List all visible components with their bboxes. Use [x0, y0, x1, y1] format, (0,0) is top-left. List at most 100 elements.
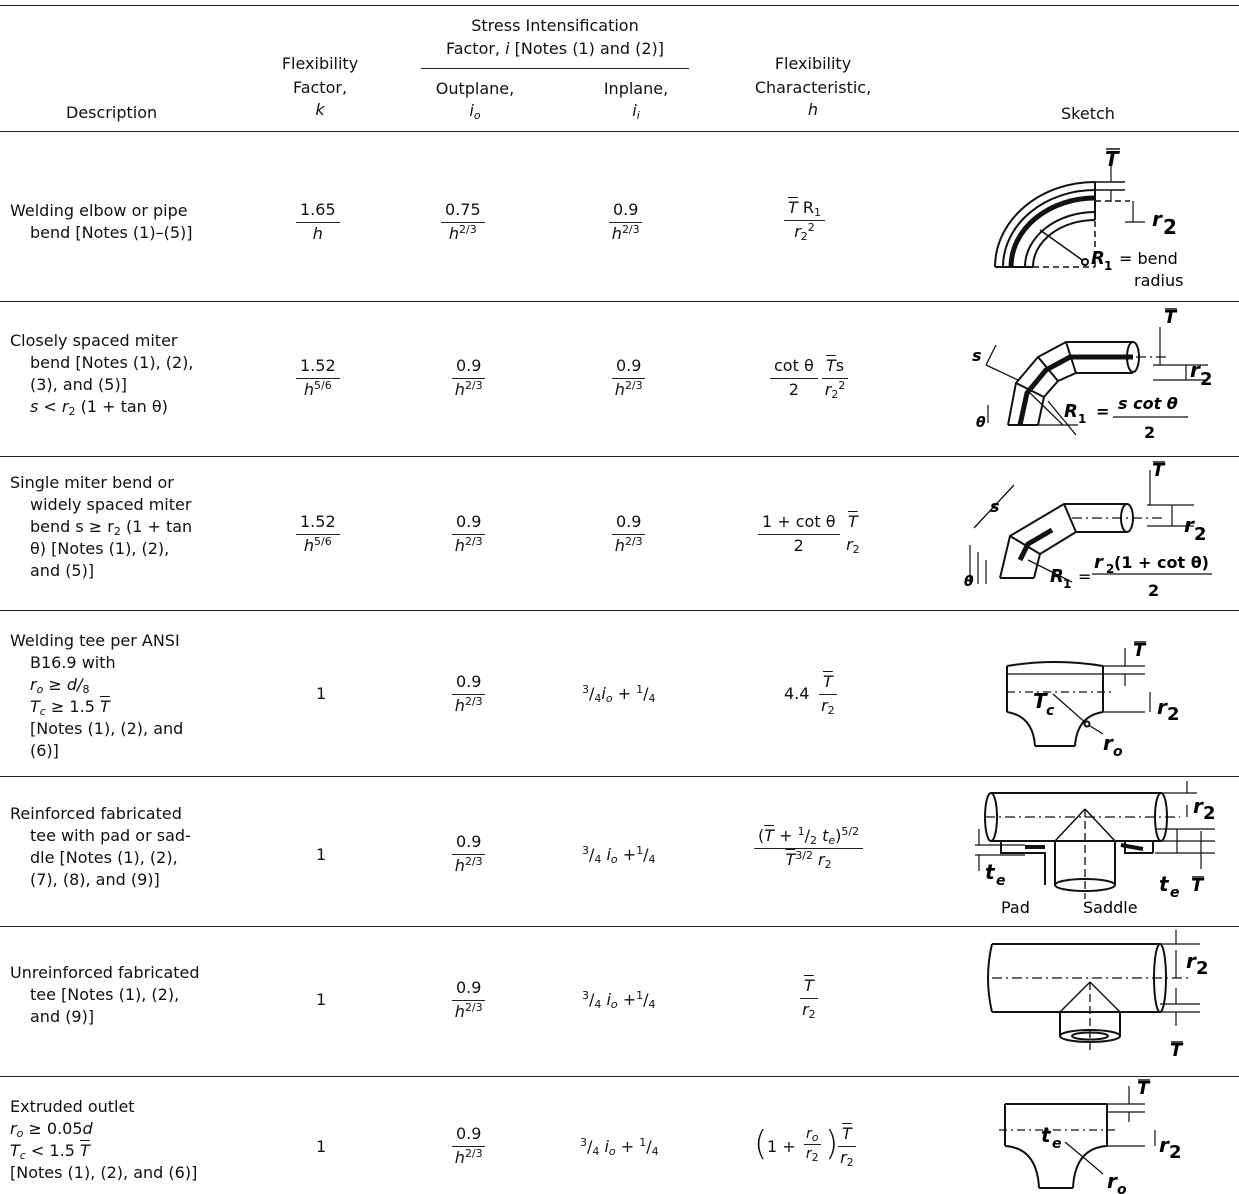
svg-text:r: r	[1107, 1169, 1118, 1193]
ii-formula: 0.9 h2/3	[609, 200, 643, 244]
header-inplane: Inplane, ii	[603, 79, 669, 122]
k-value: 1	[316, 990, 327, 1009]
h-formula-part-a: cot θ 2	[770, 356, 818, 400]
elbow-sketch: T r 2 R 1 = bend radius	[994, 147, 1183, 290]
h-formula-part-b: Ts r22	[822, 356, 849, 400]
row-divider	[0, 776, 1239, 777]
svg-text:e: e	[996, 873, 1006, 889]
svg-text:1: 1	[1104, 259, 1112, 273]
svg-text:radius: radius	[1134, 271, 1183, 290]
svg-text:t: t	[1041, 1123, 1052, 1147]
svg-text:e: e	[1170, 885, 1180, 901]
io-formula: 0.9 h2/3	[452, 832, 486, 876]
svg-text:T: T	[1164, 307, 1178, 328]
k-formula: 1.52 h5/6	[296, 356, 340, 400]
row-description: Single miter bend or widely spaced miter…	[10, 473, 193, 580]
svg-text:T: T	[1137, 1078, 1151, 1099]
row-divider	[0, 301, 1239, 302]
svg-text:2: 2	[1169, 1142, 1182, 1163]
h-coefficient: 4.4	[784, 684, 810, 703]
svg-text:o: o	[1117, 1182, 1127, 1194]
svg-text:r: r	[1159, 1133, 1170, 1157]
ii-formula: 0.9 h2/3	[612, 356, 646, 400]
row-description: Unreinforced fabricated tee [Notes (1), …	[10, 963, 200, 1026]
svg-text:2: 2	[1203, 803, 1216, 824]
svg-text:θ: θ	[964, 574, 974, 590]
svg-text:r: r	[1152, 207, 1163, 231]
header-flexibility-characteristic: Flexibility Characteristic, h	[754, 54, 872, 119]
svg-text:Saddle: Saddle	[1083, 898, 1138, 917]
io-formula: 0.9 h2/3	[452, 512, 486, 556]
svg-text:R: R	[1050, 566, 1064, 587]
extruded-outlet-sketch: T t e r 2 r o	[999, 1078, 1182, 1194]
k-formula: 1.65 h	[296, 200, 340, 244]
h-formula: T r2	[800, 976, 818, 1020]
svg-text:Pad: Pad	[1001, 898, 1030, 917]
svg-text:o: o	[1113, 744, 1123, 760]
h-formula: T R1 r22	[784, 198, 825, 242]
svg-text:2: 2	[1148, 581, 1159, 600]
svg-text:T: T	[1133, 640, 1147, 661]
svg-text:(1 + cot θ): (1 + cot θ)	[1114, 553, 1209, 572]
k-value: 1	[316, 684, 327, 703]
svg-text:r: r	[1184, 513, 1195, 537]
ii-formula: 3/4 io +1/4	[582, 844, 656, 866]
svg-text:=: =	[1078, 567, 1091, 586]
header-sif: Stress Intensification Factor, i [Notes …	[445, 16, 665, 58]
svg-text:=: =	[1096, 402, 1109, 421]
ii-formula: 3/4 io +1/4	[582, 989, 656, 1011]
closely-spaced-miter-sketch: T s r 2 θ R 1 = s cot θ 2	[972, 307, 1213, 442]
svg-text:T: T	[1033, 689, 1048, 713]
h-formula-part-b: T r2	[846, 512, 860, 556]
svg-text:t: t	[985, 860, 996, 884]
svg-text:2: 2	[1106, 562, 1114, 576]
row-divider	[0, 926, 1239, 927]
svg-text:s: s	[972, 346, 982, 365]
svg-text:2: 2	[1194, 524, 1207, 545]
welding-tee-sketch: T T c r 2 r o	[1006, 640, 1180, 760]
row-divider	[0, 456, 1239, 457]
io-formula: 0.9 h2/3	[452, 1124, 486, 1168]
svg-text:s cot θ: s cot θ	[1118, 394, 1178, 413]
k-formula: 1.52 h5/6	[296, 512, 340, 556]
svg-text:= bend: = bend	[1119, 249, 1178, 268]
svg-text:2: 2	[1163, 215, 1177, 239]
svg-text:r: r	[1157, 695, 1168, 719]
svg-text:r: r	[1103, 731, 1114, 755]
svg-text:r: r	[1186, 949, 1197, 973]
svg-text:θ: θ	[976, 415, 986, 431]
k-value: 1	[316, 845, 327, 864]
svg-text:2: 2	[1200, 369, 1213, 390]
io-formula: 0.9 h2/3	[452, 978, 486, 1022]
svg-text:T: T	[1152, 460, 1166, 481]
svg-text:T: T	[1105, 147, 1120, 171]
k-value: 1	[316, 1137, 327, 1156]
svg-text:1: 1	[1078, 412, 1086, 426]
top-rule	[0, 5, 1239, 6]
svg-text:R: R	[1064, 401, 1078, 422]
header-flexibility-factor: Flexibility Factor, k	[281, 54, 359, 119]
svg-text:1: 1	[1063, 577, 1071, 591]
sif-group-rule	[421, 68, 689, 69]
reinforced-tee-sketch: r 2 t e t e T Pad Saddle	[975, 781, 1216, 917]
svg-text:T: T	[1191, 875, 1205, 896]
svg-text:r: r	[1094, 552, 1104, 573]
svg-text:2: 2	[1144, 423, 1155, 442]
row-description: Welding tee per ANSI B16.9 with ro ≥ d/8…	[10, 631, 184, 760]
io-formula: 0.75 h2/3	[441, 200, 485, 244]
io-formula: 0.9 h2/3	[452, 356, 486, 400]
svg-text:R: R	[1091, 248, 1105, 269]
h-formula: (T + 1/2 te)5/2 T3/2 r2	[754, 826, 864, 870]
row-divider	[0, 610, 1239, 611]
header-description: Description	[66, 103, 158, 122]
h-formula-part-a: 1 + cot θ 2	[758, 512, 840, 556]
single-miter-sketch: T s r 2 θ R 1 = r 2 (1 + cot θ) 2	[964, 460, 1212, 600]
svg-text:r: r	[1193, 794, 1204, 818]
ii-formula: 0.9 h2/3	[612, 512, 646, 556]
svg-text:c: c	[1046, 703, 1055, 719]
svg-text:2: 2	[1167, 704, 1180, 725]
row-divider	[0, 1076, 1239, 1077]
ii-formula: 3/4 io + 1/4	[580, 1136, 659, 1158]
row-description: Welding elbow or pipe bend [Notes (1)–(5…	[10, 201, 193, 242]
header-outplane: Outplane, io	[435, 79, 515, 122]
